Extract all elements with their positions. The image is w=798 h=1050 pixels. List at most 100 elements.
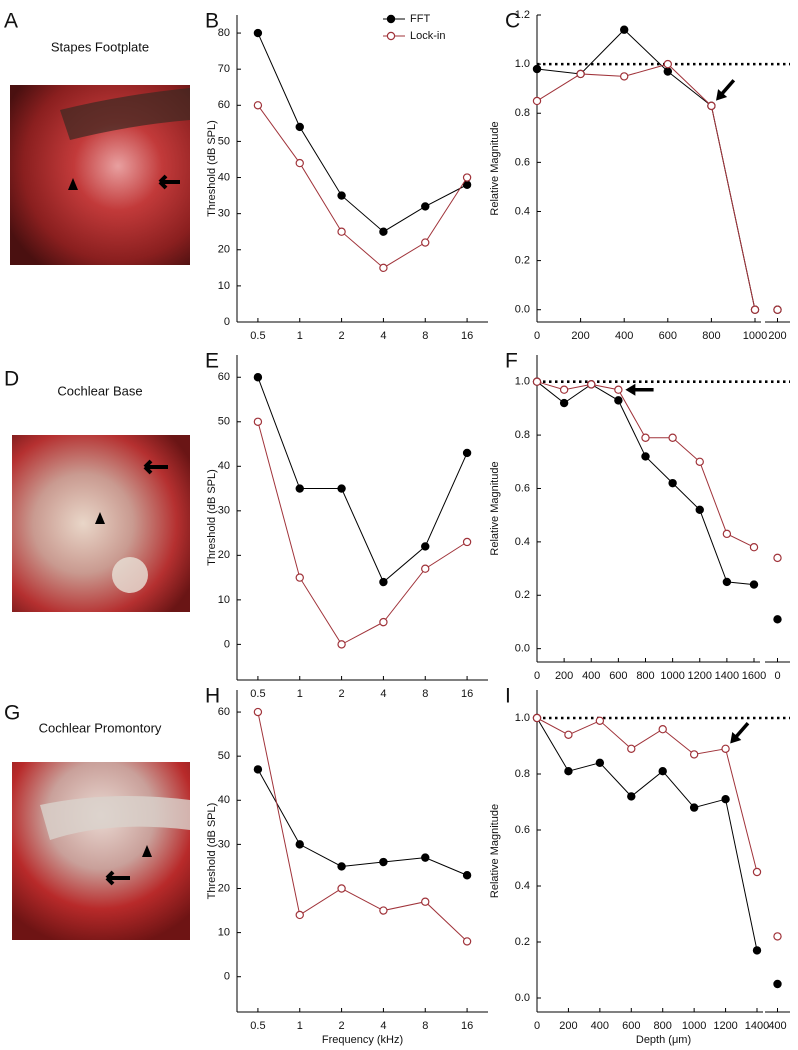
x-tick-label: 16 [461, 688, 473, 700]
x-tick-label: 2 [339, 1020, 345, 1032]
data-point [595, 758, 605, 768]
y-tick-label: 0.8 [515, 429, 530, 441]
photo-d [12, 435, 190, 612]
data-point [379, 263, 388, 273]
x-tick-label: 0.5 [250, 688, 265, 700]
y-axis-label: Relative Magnitude [489, 804, 501, 898]
data-point [295, 158, 304, 168]
data-point [658, 767, 667, 776]
y-tick-label: 50 [218, 750, 230, 762]
data-point [620, 72, 629, 81]
annotation-arrowhead [730, 732, 742, 744]
data-point [295, 122, 304, 132]
data-point [773, 932, 782, 941]
data-point [462, 448, 472, 458]
y-tick-label: 20 [218, 882, 230, 894]
x-tick-label: 400 [582, 670, 600, 682]
x-tick-label: 200 [559, 1020, 577, 1032]
y-tick-label: 1.0 [515, 376, 530, 388]
photo-a [10, 85, 190, 265]
data-point [337, 191, 346, 200]
data-point [658, 725, 667, 734]
panel-letter: E [205, 350, 219, 373]
x-tick-label: 2 [339, 688, 345, 700]
series-line [536, 717, 758, 951]
data-point [564, 730, 573, 740]
data-point [253, 765, 263, 774]
legend-label: Lock-in [410, 30, 445, 42]
x-tick-label: 0 [774, 670, 780, 682]
y-tick-label: 10 [218, 594, 230, 606]
data-point [627, 744, 636, 754]
data-point [721, 795, 730, 804]
y-axis-label: Threshold (dB SPL) [206, 803, 218, 900]
y-tick-label: 60 [218, 371, 230, 383]
x-tick-label: 1000 [743, 330, 767, 342]
photo-caption: Cochlear Base [57, 383, 142, 398]
y-tick-label: 10 [218, 927, 230, 939]
data-point [663, 59, 673, 69]
y-tick-label: 40 [218, 171, 230, 183]
series-line [536, 63, 756, 310]
data-point [559, 385, 569, 394]
photo [12, 762, 190, 940]
x-tick-label: 0 [534, 1020, 540, 1032]
x-tick-label: 200 [555, 670, 573, 682]
data-point [689, 803, 699, 812]
x-tick-label: 2 [339, 330, 345, 342]
data-point [253, 101, 263, 110]
highlight [40, 796, 190, 840]
y-tick-label: 70 [218, 63, 230, 75]
data-point [595, 716, 605, 726]
data-point [689, 750, 699, 759]
highlight [112, 557, 148, 593]
x-axis-label: Depth (μm) [636, 1034, 691, 1046]
y-tick-label: 0.0 [515, 992, 530, 1004]
data-point [576, 69, 585, 79]
data-point [421, 202, 430, 211]
arrow-marker [158, 174, 180, 190]
y-tick-label: 30 [218, 838, 230, 850]
photo-caption: Stapes Footplate [51, 39, 149, 54]
data-point [587, 380, 596, 389]
data-point [641, 452, 650, 461]
data-point [337, 227, 346, 236]
legend-label: FFT [410, 13, 430, 25]
y-tick-label: 0 [224, 971, 230, 983]
photo-g [12, 762, 190, 940]
data-point [421, 238, 430, 247]
data-point [614, 385, 623, 394]
x-tick-label: 1200 [688, 670, 712, 682]
data-point [564, 767, 573, 776]
series-line [536, 29, 756, 310]
data-point [295, 840, 304, 849]
y-tick-label: 20 [218, 244, 230, 256]
data-point [752, 867, 762, 877]
y-tick-label: 0.2 [515, 936, 530, 948]
x-tick-label: 600 [659, 330, 677, 342]
series-line [536, 717, 758, 873]
data-point [462, 173, 472, 182]
y-tick-label: 0.2 [515, 589, 530, 601]
data-point [707, 101, 716, 111]
arrowhead-marker [142, 845, 152, 857]
x-tick-label: 4 [380, 1020, 386, 1032]
data-point [749, 543, 759, 552]
series-line [536, 381, 755, 586]
x-tick-label: 1 [297, 1020, 303, 1032]
series-line [257, 711, 468, 942]
arrowhead-marker [95, 512, 105, 524]
x-tick-label: 1600 [742, 670, 766, 682]
data-point [462, 537, 472, 547]
x-tick-label: 16 [461, 1020, 473, 1032]
x-tick-label: 1200 [713, 1020, 737, 1032]
y-axis-label: Relative Magnitude [489, 461, 501, 555]
panel-letter: B [205, 10, 219, 33]
data-point [620, 25, 629, 34]
x-tick-label: 1000 [682, 1020, 706, 1032]
panel-letter: F [505, 350, 518, 373]
data-point [379, 617, 388, 627]
x-tick-label: 1400 [745, 1020, 769, 1032]
data-point [253, 417, 263, 426]
y-tick-label: 30 [218, 208, 230, 220]
